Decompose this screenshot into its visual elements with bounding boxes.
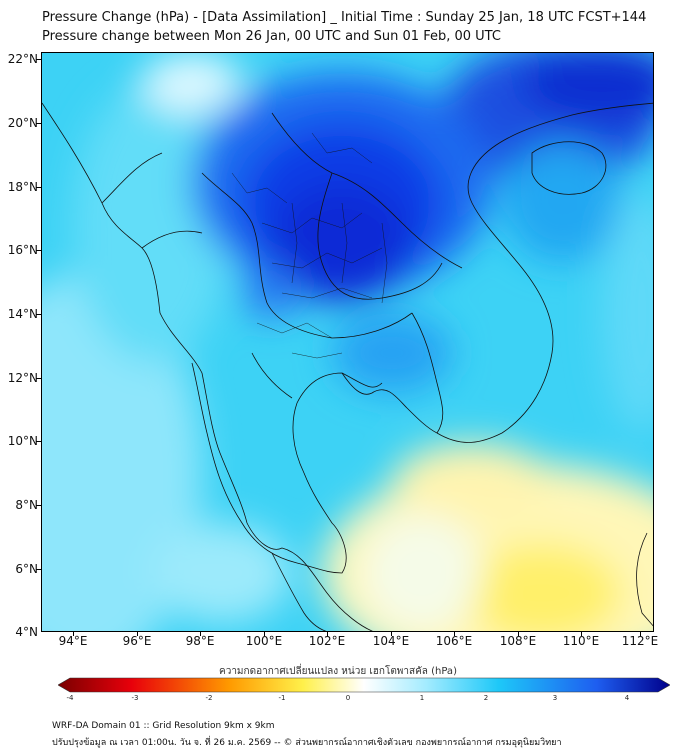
lat-tick bbox=[36, 250, 41, 251]
province-borders bbox=[231, 132, 388, 359]
lon-label-94e: 94°E bbox=[58, 634, 88, 648]
lat-tick bbox=[36, 569, 41, 570]
coastline-borders bbox=[42, 102, 653, 631]
lon-label-110e: 110°E bbox=[562, 634, 600, 648]
lat-label-14n: 14°N bbox=[7, 307, 38, 321]
lon-tick bbox=[264, 632, 265, 636]
lon-tick bbox=[581, 632, 582, 636]
lon-tick bbox=[327, 632, 328, 636]
lon-label-108e: 108°E bbox=[499, 634, 537, 648]
colorbar-gradient bbox=[58, 677, 670, 693]
lon-tick bbox=[391, 632, 392, 636]
lat-tick bbox=[36, 314, 41, 315]
colorbar-label: ความกดอากาศเปลี่ยนแปลง หน่วย เฮกโตพาสคัล… bbox=[219, 666, 457, 677]
lon-tick bbox=[640, 632, 641, 636]
footer-model-info: WRF-DA Domain 01 :: Grid Resolution 9km … bbox=[52, 721, 275, 731]
footer-credit: ปรับปรุงข้อมูล ณ เวลา 01:00น. วัน จ. ที่… bbox=[52, 738, 562, 748]
lat-label-20n: 20°N bbox=[7, 116, 38, 130]
lon-label-106e: 106°E bbox=[435, 634, 473, 648]
lon-tick bbox=[73, 632, 74, 636]
colorbar-tick: 2 bbox=[483, 694, 489, 702]
colorbar-tick: 0 bbox=[345, 694, 351, 702]
colorbar-tick: -1 bbox=[278, 694, 286, 702]
colorbar-tick: 4 bbox=[624, 694, 630, 702]
lon-tick bbox=[518, 632, 519, 636]
lon-tick bbox=[454, 632, 455, 636]
pressure-field-shading bbox=[42, 53, 653, 631]
map-subtitle: Pressure change between Mon 26 Jan, 00 U… bbox=[42, 29, 501, 44]
lat-tick bbox=[36, 505, 41, 506]
lat-label-6n: 6°N bbox=[15, 562, 38, 576]
colorbar-tick: 3 bbox=[552, 694, 558, 702]
lon-label-102e: 102°E bbox=[308, 634, 346, 648]
lat-tick bbox=[36, 441, 41, 442]
colorbar-tick: -2 bbox=[205, 694, 213, 702]
colorbar-tick: 1 bbox=[419, 694, 425, 702]
lon-label-112e: 112°E bbox=[621, 634, 659, 648]
lat-label-8n: 8°N bbox=[15, 498, 38, 512]
lon-label-98e: 98°E bbox=[185, 634, 215, 648]
lat-label-10n: 10°N bbox=[7, 434, 38, 448]
lon-label-96e: 96°E bbox=[122, 634, 152, 648]
colorbar-tick: -4 bbox=[66, 694, 74, 702]
lat-label-16n: 16°N bbox=[7, 243, 38, 257]
lat-tick bbox=[36, 378, 41, 379]
lat-label-22n: 22°N bbox=[7, 52, 38, 66]
lon-tick bbox=[200, 632, 201, 636]
lat-tick bbox=[36, 187, 41, 188]
pressure-change-map bbox=[41, 52, 654, 632]
lat-label-12n: 12°N bbox=[7, 371, 38, 385]
colorbar-tick: -3 bbox=[131, 694, 139, 702]
lat-tick bbox=[36, 123, 41, 124]
lon-label-100e: 100°E bbox=[245, 634, 283, 648]
lat-tick bbox=[36, 59, 41, 60]
colorbar bbox=[58, 677, 670, 693]
lat-label-18n: 18°N bbox=[7, 180, 38, 194]
lon-label-104e: 104°E bbox=[372, 634, 410, 648]
lon-tick bbox=[137, 632, 138, 636]
lat-label-4n: 4°N bbox=[15, 625, 38, 639]
map-canvas bbox=[42, 53, 653, 631]
map-title: Pressure Change (hPa) - [Data Assimilati… bbox=[42, 10, 647, 25]
